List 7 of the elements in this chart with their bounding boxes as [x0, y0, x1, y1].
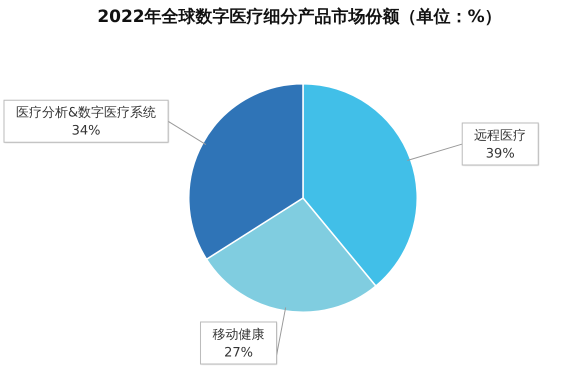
data-label: 34% — [72, 124, 101, 139]
data-label: 39% — [486, 146, 515, 162]
slice-label: 移动健康 — [212, 327, 265, 342]
chart-title: 2022年全球数字医疗细分产品市场份额（单位：%） — [96, 6, 503, 29]
slice-label: 远程医疗 — [474, 128, 526, 144]
slice-label: 医疗分析&数字医疗系统 — [16, 104, 156, 121]
data-label: 27% — [224, 345, 253, 360]
